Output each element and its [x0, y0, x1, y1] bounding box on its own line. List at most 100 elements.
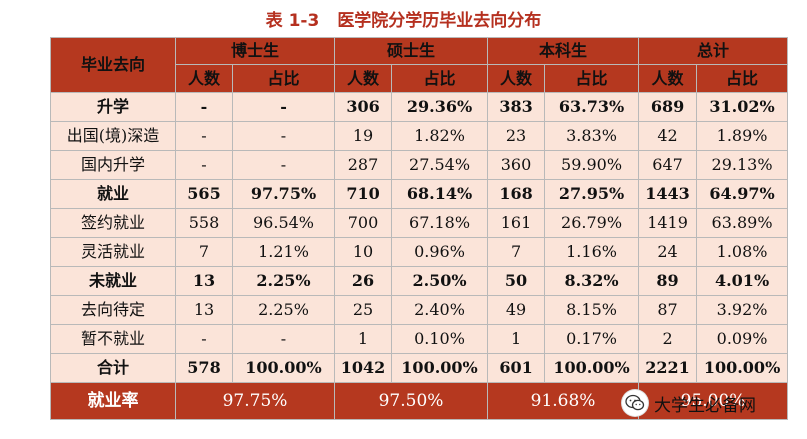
ratio-cell: 68.14%	[391, 179, 489, 209]
ratio-cell: 67.18%	[391, 208, 489, 238]
row-label: 去向待定	[50, 295, 176, 325]
ratio-cell: 27.54%	[391, 150, 489, 180]
row-label: 合计	[50, 353, 176, 383]
employment-rate-row: 就业率 97.75% 97.50% 91.68% 95.00%	[50, 382, 789, 420]
count-cell: 10	[334, 237, 393, 267]
count-cell: 89	[638, 266, 698, 296]
caption-number: 表 1-3	[265, 11, 320, 31]
ratio-cell: 0.96%	[391, 237, 489, 267]
row-label: 暂不就业	[50, 324, 176, 354]
ratio-cell: -	[231, 92, 336, 122]
ratio-cell: 0.09%	[696, 324, 789, 354]
count-cell: 2	[638, 324, 698, 354]
wechat-icon	[622, 390, 648, 416]
count-cell: 25	[334, 295, 393, 325]
ratio-cell: 100.00%	[391, 353, 489, 383]
header-ratio: 占比	[696, 64, 789, 93]
count-cell: 578	[175, 353, 233, 383]
count-cell: 49	[487, 295, 546, 325]
count-cell: 161	[487, 208, 546, 238]
ratio-cell: 2.25%	[231, 295, 336, 325]
table-row: 出国(境)深造 - -19 1.82% 23 3.83% 42 1.89%	[50, 121, 789, 151]
count-cell: 565	[175, 179, 233, 209]
row-label: 国内升学	[50, 150, 176, 180]
count-cell: 306	[334, 92, 393, 122]
ratio-cell: 1.89%	[696, 121, 789, 151]
ratio-cell: 2.40%	[391, 295, 489, 325]
ratio-cell: 29.36%	[391, 92, 489, 122]
ratio-cell: 97.75%	[231, 179, 336, 209]
row-label: 灵活就业	[50, 237, 176, 267]
count-cell: 23	[487, 121, 546, 151]
ratio-cell: 0.10%	[391, 324, 489, 354]
employment-rate-value: 91.68%	[487, 382, 640, 420]
ratio-cell: 100.00%	[696, 353, 789, 383]
ratio-cell: 1.08%	[696, 237, 789, 267]
count-cell: 7	[487, 237, 546, 267]
count-cell: 1042	[334, 353, 393, 383]
ratio-cell: -	[231, 150, 336, 180]
count-cell: 1419	[638, 208, 698, 238]
header-ratio: 占比	[391, 64, 489, 93]
table-row: 合计 578 100.00% 1042 100.00% 601 100.00% 2221 100…	[50, 353, 789, 383]
ratio-cell: 1.82%	[391, 121, 489, 151]
ratio-cell: 31.02%	[696, 92, 789, 122]
ratio-cell: 27.95%	[544, 179, 640, 209]
table-row: 暂不就业 - -1 0.10% 1 0.17% 2 0.09%	[50, 324, 789, 354]
header-count: 人数	[638, 64, 698, 93]
header-group-total: 总计	[638, 37, 789, 65]
row-label: 就业	[50, 179, 176, 209]
count-cell: 1	[334, 324, 393, 354]
table-row: 签约就业 558 96.54% 700 67.18% 161 26.79% 1419 63.89…	[50, 208, 789, 238]
count-cell: 558	[175, 208, 233, 238]
table-row: 就业 565 97.75% 710 68.14% 168 27.95% 1443 64.97%	[50, 179, 789, 209]
employment-rate-value: 95.00%	[638, 382, 789, 420]
ratio-cell: 100.00%	[231, 353, 336, 383]
count-cell: 7	[175, 237, 233, 267]
ratio-cell: -	[231, 121, 336, 151]
count-cell: 689	[638, 92, 698, 122]
count-cell: 24	[638, 237, 698, 267]
ratio-cell: 3.92%	[696, 295, 789, 325]
ratio-cell: 63.73%	[544, 92, 640, 122]
ratio-cell: 2.50%	[391, 266, 489, 296]
count-cell: 42	[638, 121, 698, 151]
count-cell: -	[175, 324, 233, 354]
count-cell: 1	[487, 324, 546, 354]
graduation-destination-table: 毕业去向 博士生 硕士生 本科生 总计 人数 占比 人数 占比 人数 占比 人数…	[50, 37, 789, 420]
ratio-cell: -	[231, 324, 336, 354]
count-cell: 710	[334, 179, 393, 209]
ratio-cell: 2.25%	[231, 266, 336, 296]
ratio-cell: 63.89%	[696, 208, 789, 238]
header-ratio: 占比	[231, 64, 336, 93]
count-cell: 287	[334, 150, 393, 180]
ratio-cell: 64.97%	[696, 179, 789, 209]
header-group-master: 硕士生	[334, 37, 489, 65]
count-cell: -	[175, 92, 233, 122]
row-label: 未就业	[50, 266, 176, 296]
table-row: 未就业 13 2.25% 26 2.50% 50 8.32% 89 4.01%	[50, 266, 789, 296]
table-row: 国内升学 - -287 27.54% 360 59.90% 647 29.13%	[50, 150, 789, 180]
ratio-cell: 59.90%	[544, 150, 640, 180]
header-row-sub: 人数 占比 人数 占比 人数 占比 人数 占比	[51, 64, 789, 93]
ratio-cell: 8.32%	[544, 266, 640, 296]
ratio-cell: 96.54%	[231, 208, 336, 238]
count-cell: -	[175, 121, 233, 151]
count-cell: 383	[487, 92, 546, 122]
header-ratio: 占比	[544, 64, 640, 93]
count-cell: 2221	[638, 353, 698, 383]
row-label: 出国(境)深造	[50, 121, 176, 151]
count-cell: 1443	[638, 179, 698, 209]
ratio-cell: 26.79%	[544, 208, 640, 238]
count-cell: 647	[638, 150, 698, 180]
table-caption: 表 1-3 医学院分学历毕业去向分布	[0, 6, 807, 31]
ratio-cell: 0.17%	[544, 324, 640, 354]
ratio-cell: 4.01%	[696, 266, 789, 296]
count-cell: 13	[175, 295, 233, 325]
watermark-text: 大学生必备网	[654, 395, 756, 416]
employment-rate-label: 就业率	[50, 382, 176, 420]
header-count: 人数	[334, 64, 393, 93]
ratio-cell: 1.21%	[231, 237, 336, 267]
ratio-cell: 8.15%	[544, 295, 640, 325]
employment-rate-value: 97.50%	[334, 382, 489, 420]
